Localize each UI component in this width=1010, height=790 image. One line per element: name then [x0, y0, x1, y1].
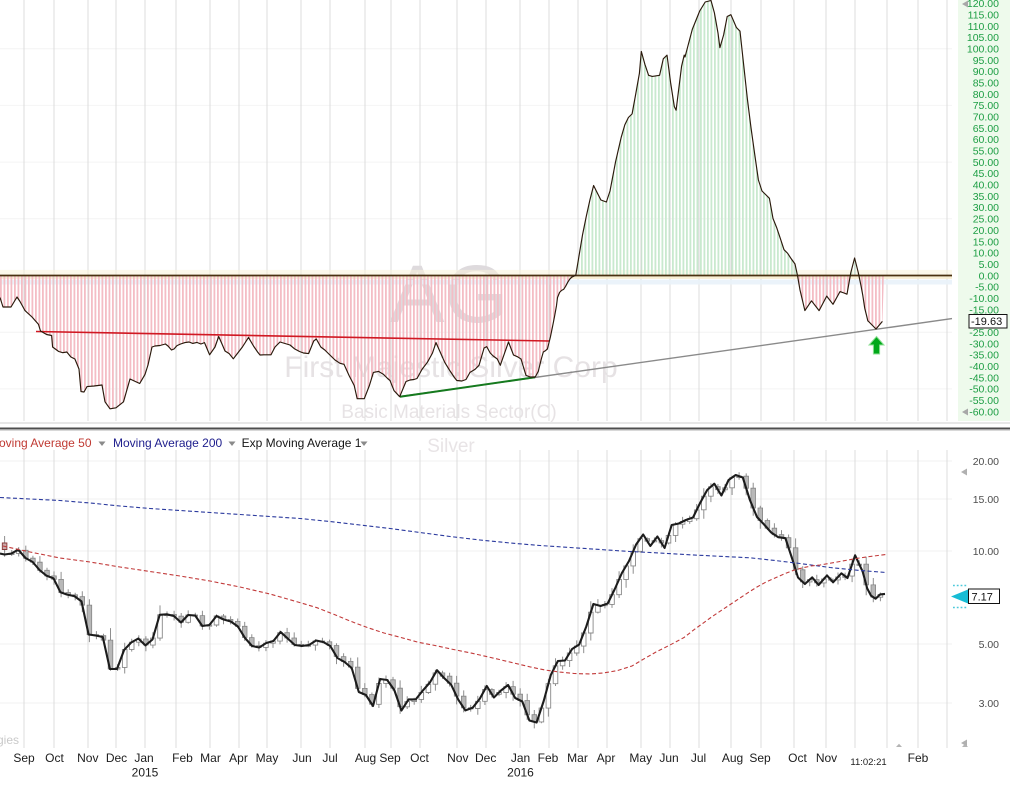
svg-text:Sep: Sep [749, 751, 771, 765]
svg-text:100.00: 100.00 [967, 44, 999, 56]
svg-text:5.00: 5.00 [979, 259, 1000, 271]
svg-text:Aug: Aug [355, 751, 376, 765]
svg-text:120.00: 120.00 [967, 0, 999, 10]
svg-text:Nov: Nov [816, 751, 837, 765]
svg-text:Apr: Apr [597, 751, 616, 765]
svg-text:105.00: 105.00 [967, 32, 999, 44]
svg-text:Aug: Aug [722, 751, 743, 765]
svg-text:Oct: Oct [410, 751, 429, 765]
svg-text:60.00: 60.00 [973, 134, 999, 146]
svg-text:Nov: Nov [77, 751, 98, 765]
svg-text:45.00: 45.00 [973, 168, 999, 180]
svg-text:gies: gies [0, 733, 19, 747]
svg-text:11:02:21: 11:02:21 [850, 757, 886, 768]
svg-text:75.00: 75.00 [973, 100, 999, 112]
svg-text:15.00: 15.00 [973, 494, 999, 506]
svg-text:35.00: 35.00 [973, 191, 999, 203]
svg-text:20.00: 20.00 [973, 225, 999, 237]
svg-text:Nov: Nov [447, 751, 468, 765]
svg-text:-25.00: -25.00 [969, 327, 999, 339]
svg-text:-40.00: -40.00 [969, 361, 999, 373]
svg-text:Jul: Jul [322, 751, 337, 765]
svg-text:50.00: 50.00 [973, 157, 999, 169]
svg-text:Jan: Jan [511, 751, 530, 765]
svg-text:20.00: 20.00 [973, 456, 999, 468]
svg-text:5.00: 5.00 [979, 639, 1000, 651]
svg-text:Feb: Feb [538, 751, 559, 765]
svg-text:-60.00: -60.00 [969, 406, 999, 418]
svg-text:2016: 2016 [507, 766, 534, 780]
svg-text:Moving Average 200: Moving Average 200 [113, 436, 223, 450]
svg-text:15.00: 15.00 [973, 236, 999, 248]
svg-text:-5.00: -5.00 [975, 282, 999, 294]
svg-text:Basic Materials Sector(C): Basic Materials Sector(C) [341, 402, 556, 423]
svg-text:110.00: 110.00 [968, 21, 999, 33]
svg-text:May: May [256, 751, 279, 765]
svg-text:-50.00: -50.00 [969, 384, 999, 396]
svg-text:90.00: 90.00 [973, 66, 999, 78]
svg-text:Sep: Sep [379, 751, 401, 765]
svg-text:-30.00: -30.00 [969, 338, 999, 350]
svg-text:Dec: Dec [106, 751, 127, 765]
svg-text:Oct: Oct [788, 751, 807, 765]
svg-text:Mar: Mar [567, 751, 588, 765]
svg-text:2015: 2015 [132, 766, 159, 780]
svg-text:Mar: Mar [200, 751, 221, 765]
svg-text:30.00: 30.00 [973, 202, 999, 214]
svg-text:Feb: Feb [172, 751, 193, 765]
svg-text:3.00: 3.00 [979, 698, 1000, 710]
svg-text:Dec: Dec [475, 751, 496, 765]
svg-text:-19.63: -19.63 [971, 316, 1002, 328]
svg-text:55.00: 55.00 [973, 146, 999, 158]
svg-text:80.00: 80.00 [973, 89, 999, 101]
svg-text:-10.00: -10.00 [969, 293, 999, 305]
svg-text:Jul: Jul [691, 751, 706, 765]
svg-text:May: May [629, 751, 652, 765]
svg-text:-55.00: -55.00 [969, 395, 999, 407]
svg-text:-15.00: -15.00 [969, 304, 999, 316]
svg-text:Sep: Sep [13, 751, 35, 765]
svg-text:40.00: 40.00 [973, 180, 999, 192]
svg-text:Silver: Silver [427, 436, 475, 457]
svg-text:95.00: 95.00 [973, 55, 999, 67]
svg-text:Jan: Jan [134, 751, 153, 765]
svg-text:25.00: 25.00 [973, 214, 999, 226]
svg-text:Moving Average 50: Moving Average 50 [0, 436, 92, 450]
svg-text:Jun: Jun [292, 751, 311, 765]
svg-text:Oct: Oct [45, 751, 64, 765]
svg-text:Feb: Feb [908, 751, 929, 765]
svg-text:0.00: 0.00 [979, 270, 1000, 282]
svg-text:Apr: Apr [229, 751, 248, 765]
svg-text:7.17: 7.17 [972, 592, 993, 604]
svg-text:115.00: 115.00 [968, 9, 999, 21]
svg-text:65.00: 65.00 [973, 123, 999, 135]
svg-text:85.00: 85.00 [973, 78, 999, 90]
svg-text:10.00: 10.00 [973, 248, 999, 260]
svg-text:Jun: Jun [659, 751, 678, 765]
svg-text:10.00: 10.00 [973, 546, 999, 558]
svg-text:Exp Moving Average 1: Exp Moving Average 1 [242, 436, 362, 450]
svg-text:-45.00: -45.00 [969, 372, 999, 384]
svg-text:-35.00: -35.00 [969, 350, 999, 362]
svg-text:70.00: 70.00 [973, 112, 999, 124]
